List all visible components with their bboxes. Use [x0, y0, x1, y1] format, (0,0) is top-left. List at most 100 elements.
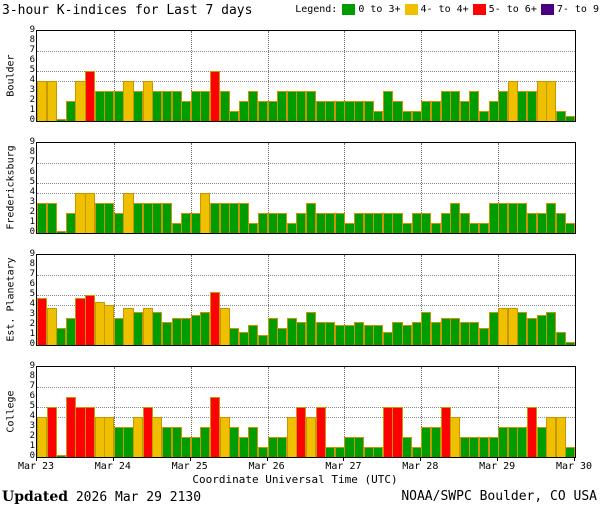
k-bar	[440, 91, 451, 121]
day-gridline	[344, 143, 346, 233]
y-tick-label: 1	[29, 105, 35, 115]
legend-item-label: 4- to 4+	[420, 4, 469, 15]
k-bar	[56, 119, 67, 121]
k-bar	[536, 213, 547, 233]
k-bar	[209, 203, 221, 233]
legend-item-label: 7- to 9	[556, 4, 599, 15]
k-bar	[267, 318, 278, 345]
k-bar	[56, 455, 67, 457]
k-bar	[37, 417, 48, 457]
k-bar	[555, 417, 566, 457]
k-bar	[171, 91, 182, 121]
k-bar	[363, 101, 374, 121]
k-bar	[315, 213, 326, 233]
k-bar	[478, 223, 490, 233]
k-bar	[142, 203, 153, 233]
k-bar	[536, 81, 547, 121]
k-bar	[411, 213, 422, 233]
gridline-k7	[37, 51, 575, 52]
k-bar	[517, 312, 528, 345]
k-bar	[46, 203, 57, 233]
k-bar	[171, 427, 182, 457]
k-bar	[65, 318, 76, 345]
updated-value: 2026 Mar 29 2130	[68, 490, 202, 505]
k-bar	[94, 417, 105, 457]
k-bar	[181, 318, 192, 345]
y-tick-label: 7	[29, 269, 35, 279]
k-bar	[113, 318, 124, 345]
k-bar	[46, 407, 57, 457]
k-bar	[75, 193, 86, 233]
k-bar	[354, 101, 365, 121]
k-bar	[430, 322, 441, 345]
k-bar	[344, 437, 355, 457]
x-tick-label: Mar 30	[555, 461, 593, 472]
k-bar	[536, 315, 547, 345]
y-tick-label: 1	[29, 441, 35, 451]
k-bar	[46, 81, 57, 121]
k-bar	[546, 417, 557, 457]
k-bar	[565, 342, 576, 345]
gridline-k4	[37, 193, 575, 194]
k-bar	[526, 213, 538, 233]
k-bar	[123, 193, 134, 233]
k-bar	[334, 213, 345, 233]
k-bar	[94, 203, 105, 233]
day-gridline	[113, 367, 115, 457]
gridline-k7	[37, 275, 575, 276]
k-bar	[392, 213, 403, 233]
day-gridline	[190, 367, 192, 457]
k-bar	[555, 332, 566, 345]
k-bar	[85, 71, 96, 121]
k-bar	[296, 213, 307, 233]
k-bar	[248, 223, 259, 233]
k-bar	[286, 318, 297, 345]
k-bar	[209, 292, 221, 345]
k-bar	[354, 437, 365, 457]
gridline-k5	[37, 295, 575, 296]
k-bar	[334, 325, 345, 345]
y-tick-label: 7	[29, 157, 35, 167]
x-tick-label: Mar 28	[402, 461, 439, 472]
k-bar	[229, 111, 240, 121]
k-bar	[392, 101, 403, 121]
k-bar	[344, 223, 355, 233]
k-bar	[498, 427, 509, 457]
panel-est-planetary	[36, 254, 576, 346]
y-tick-label: 0	[29, 339, 35, 349]
panel-college	[36, 366, 576, 458]
k-bar	[469, 322, 480, 345]
chart-title: 3-hour K-indices for Last 7 days	[2, 3, 253, 18]
k-bar	[113, 213, 124, 233]
gridline-k4	[37, 305, 575, 306]
yellow-swatch-icon	[404, 4, 418, 15]
k-bar	[459, 213, 470, 233]
k-bar	[450, 318, 461, 345]
legend: Legend: 0 to 3+ 4- to 4+ 5- to 6+ 7- to …	[295, 4, 599, 15]
k-bar	[56, 231, 67, 233]
x-tick-label: Mar 25	[171, 461, 208, 472]
legend-item-label: 5- to 6+	[488, 4, 537, 15]
day-gridline	[421, 31, 423, 121]
day-gridline	[498, 143, 500, 233]
k-bar	[104, 91, 115, 121]
k-bar	[65, 213, 76, 233]
day-gridline	[113, 31, 115, 121]
day-gridline	[344, 367, 346, 457]
k-bar	[171, 223, 182, 233]
k-bar	[517, 203, 528, 233]
k-bar	[142, 308, 153, 345]
x-tick-label: Mar 27	[325, 461, 362, 472]
k-bar	[325, 322, 336, 345]
y-tick-label: 3	[29, 309, 35, 319]
k-bar	[363, 325, 374, 345]
k-bar	[430, 101, 441, 121]
k-bar	[200, 312, 211, 345]
x-axis-tick	[497, 457, 499, 461]
y-tick-label: 0	[29, 451, 35, 461]
k-bar	[113, 91, 124, 121]
k-bar	[142, 407, 153, 457]
y-tick-label: 3	[29, 421, 35, 431]
k-bar	[190, 213, 201, 233]
k-bar	[181, 101, 192, 121]
